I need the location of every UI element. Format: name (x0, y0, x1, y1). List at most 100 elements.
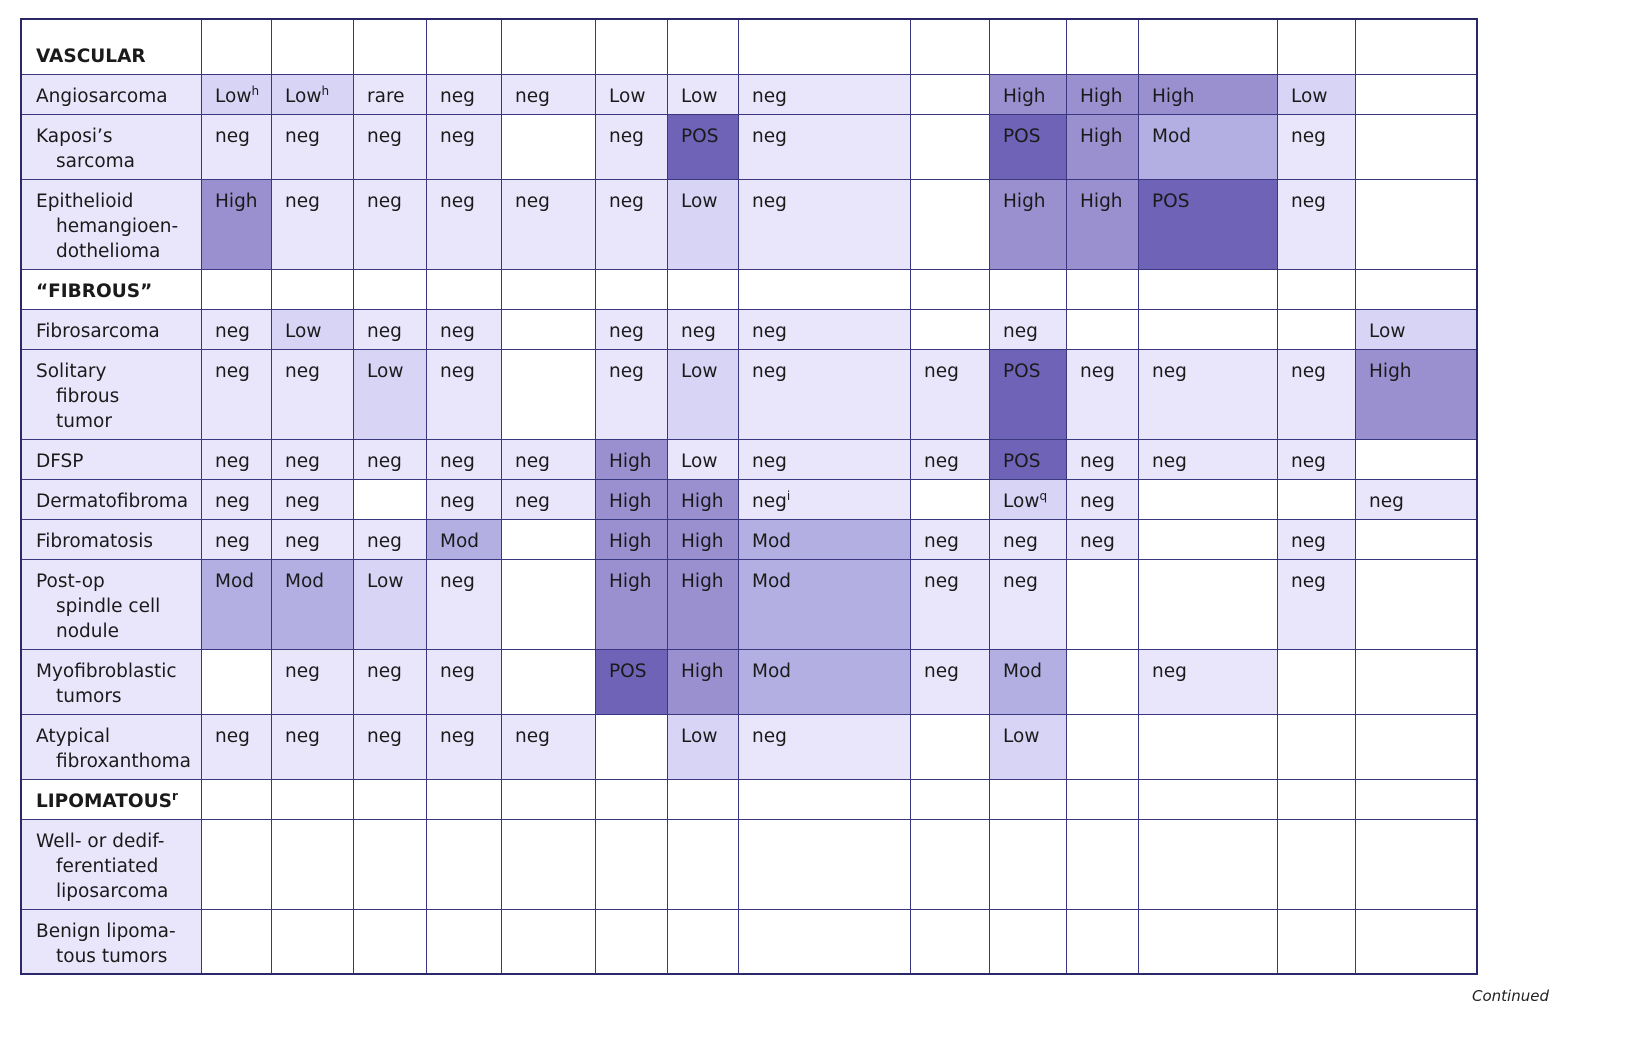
stain-cell (1066, 268, 1140, 310)
stain-cell (271, 18, 355, 75)
cell-text: High (1003, 190, 1046, 212)
stain-cell (353, 18, 428, 75)
cell-text: neg (285, 190, 320, 212)
stain-cell: neg (426, 478, 503, 520)
other-markers-cell: Low (1355, 308, 1478, 350)
stain-cell (738, 908, 912, 975)
stain-cell: neg (1066, 438, 1140, 480)
cell-text: neg (367, 125, 402, 147)
stain-cell: Mod (271, 558, 355, 650)
other-markers-cell (1355, 558, 1478, 650)
stain-cell: POS (595, 648, 669, 715)
section-header-row: “FIBROUS” (20, 268, 1478, 310)
stain-cell: neg (426, 178, 503, 270)
cell-text: neg (515, 490, 550, 512)
table-row: Angiosarcoma Lowh Lowh rare neg neg Low Low neg H… (20, 73, 1478, 115)
cell-text: POS (609, 660, 647, 682)
stain-cell: neg (501, 478, 597, 520)
stain-cell (271, 818, 355, 910)
stain-cell: Lowq (989, 478, 1068, 520)
stain-cell: Mod (989, 648, 1068, 715)
cell-text: neg (924, 530, 959, 552)
stain-cell (426, 18, 503, 75)
stain-cell (910, 818, 991, 910)
cell-text: neg (1291, 190, 1326, 212)
stain-cell (910, 73, 991, 115)
cell-text: rare (367, 85, 405, 107)
cell-text: Lowq (1003, 488, 1048, 512)
cell-text: neg (440, 125, 475, 147)
stain-cell: neg (738, 73, 912, 115)
cell-text: neg (440, 360, 475, 382)
cell-text: neg (1291, 570, 1326, 592)
stain-cell (1277, 268, 1357, 310)
stain-cell: neg (426, 348, 503, 440)
cell-text: neg (367, 320, 402, 342)
stain-cell: neg (501, 713, 597, 780)
stain-cell (1138, 308, 1279, 350)
stain-cell (667, 18, 740, 75)
stain-cell (271, 268, 355, 310)
stain-cell (501, 518, 597, 560)
stain-cell (989, 268, 1068, 310)
table-row: Solitary fibrous tumor neg neg Low neg neg Low ne… (20, 348, 1478, 440)
stain-cell: Mod (1138, 113, 1279, 180)
stain-cell (201, 818, 273, 910)
row-label-line: tumor (56, 410, 112, 432)
cell-text: High (681, 530, 724, 552)
stain-cell: Low (667, 348, 740, 440)
row-label-line: Benign lipoma- (36, 920, 176, 942)
row-label-line: hemangioen- (56, 215, 179, 237)
cell-text: neg (1152, 660, 1187, 682)
stain-cell: neg (1277, 558, 1357, 650)
stain-cell: Low (353, 558, 428, 650)
cell-text: neg (215, 125, 250, 147)
cell-text: High (609, 530, 652, 552)
cell-text: POS (1003, 360, 1041, 382)
section-header-row: LIPOMATOUSr (20, 778, 1478, 820)
cell-text: neg (1080, 450, 1115, 472)
other-markers-cell (1355, 648, 1478, 715)
cell-text: neg (285, 125, 320, 147)
cell-text: neg (752, 190, 787, 212)
cell-text: POS (1152, 190, 1190, 212)
stain-cell: neg (271, 348, 355, 440)
stain-cell (501, 268, 597, 310)
cell-text: neg (285, 725, 320, 747)
stain-cell: neg (353, 438, 428, 480)
stain-cell: neg (201, 518, 273, 560)
footnote-marker: h (321, 83, 330, 98)
other-markers-cell (1355, 438, 1478, 480)
cell-text: neg (924, 570, 959, 592)
tumor-name-cell: Angiosarcoma (20, 73, 203, 115)
stain-cell (271, 778, 355, 820)
table-row: Fibrosarcoma neg Low neg neg neg neg neg neg Low (20, 308, 1478, 350)
stain-cell (595, 778, 669, 820)
cell-text: neg (752, 360, 787, 382)
stain-cell: POS (1138, 178, 1279, 270)
table-row: Kaposi’s sarcoma neg neg neg neg neg POS neg POS H… (20, 113, 1478, 180)
cell-text: High (609, 490, 652, 512)
stain-cell: neg (738, 438, 912, 480)
cell-text: neg (924, 360, 959, 382)
stain-cell (353, 268, 428, 310)
stain-cell: neg (1277, 348, 1357, 440)
cell-text: neg (440, 490, 475, 512)
stain-cell: neg (989, 518, 1068, 560)
stain-cell: neg (595, 113, 669, 180)
cell-text: neg (924, 450, 959, 472)
stain-cell: neg (667, 308, 740, 350)
stain-cell: neg (201, 113, 273, 180)
stain-cell: neg (989, 558, 1068, 650)
stain-cell (201, 268, 273, 310)
stain-cell (1277, 778, 1357, 820)
tumor-name-cell: Post-op spindle cell nodule (20, 558, 203, 650)
section-title: “FIBROUS” (20, 268, 203, 310)
stain-cell: neg (353, 113, 428, 180)
cell-text: neg (1291, 530, 1326, 552)
cell-text: neg (515, 85, 550, 107)
stain-cell: neg (595, 178, 669, 270)
cell-text: High (1369, 360, 1412, 382)
row-label-line: Dermatofibroma (36, 490, 189, 512)
cell-text: Lowh (285, 83, 330, 107)
